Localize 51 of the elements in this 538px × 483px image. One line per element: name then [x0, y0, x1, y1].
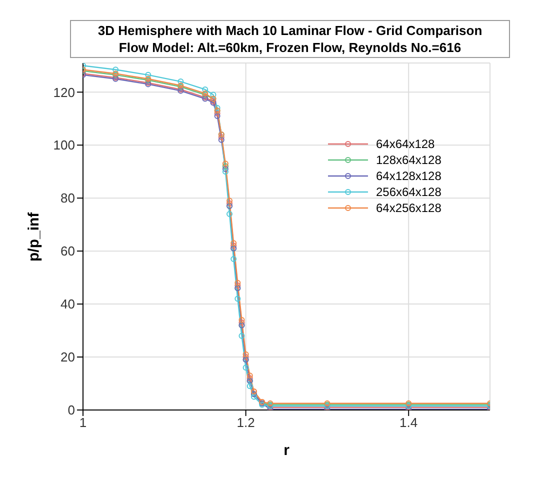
point: [222, 168, 228, 175]
point: [210, 92, 216, 98]
y-tick-label: 120: [53, 84, 75, 100]
point: [238, 332, 245, 339]
point: [218, 134, 224, 140]
x-tick-label: 1.2: [236, 415, 255, 430]
point: [145, 72, 152, 78]
legend-label: 64x256x128: [376, 200, 442, 216]
point: [222, 166, 228, 172]
legend-label: 128x64x128: [376, 152, 442, 168]
point: [234, 282, 241, 289]
point: [178, 78, 184, 85]
point: [246, 383, 253, 390]
point: [230, 256, 237, 262]
x-axis-title: r: [284, 442, 290, 459]
point: [234, 280, 241, 286]
legend-label: 64x64x128: [376, 136, 435, 152]
point: [246, 375, 253, 382]
point: [230, 240, 237, 246]
point: [214, 105, 220, 112]
chart-title: 3D Hemisphere with Mach 10 Laminar Flow - Grid Comparison: [96, 22, 484, 39]
point: [242, 351, 249, 358]
point: [238, 320, 245, 326]
point: [226, 210, 233, 217]
y-tick-label: 60: [60, 244, 75, 259]
point: [226, 198, 233, 204]
y-tick-label: 40: [60, 296, 75, 312]
y-tick-label: 20: [60, 350, 75, 365]
point: [218, 136, 224, 143]
legend-label: 64x128x128: [376, 168, 442, 184]
point: [234, 296, 241, 302]
chart-subtitle: Flow Model: Alt.=60km, Frozen Flow, Reynolds No.=616: [118, 39, 462, 56]
point: [246, 372, 253, 379]
point: [202, 86, 208, 92]
point: [226, 200, 233, 206]
legend-label: 256x64x128: [376, 184, 442, 200]
point: [242, 354, 249, 360]
point: [222, 160, 228, 167]
x-tick-label: 1.4: [400, 415, 418, 430]
point: [230, 242, 237, 249]
point: [214, 110, 220, 116]
point: [242, 364, 249, 371]
y-tick-label: 100: [53, 138, 75, 153]
point: [238, 316, 245, 323]
y-axis-title: p/p_inf: [25, 211, 42, 262]
point: [214, 112, 220, 119]
y-tick-label: 0: [68, 402, 75, 418]
point: [112, 66, 119, 73]
point: [250, 394, 257, 400]
x-tick-label: 1: [79, 415, 87, 430]
y-tick-label: 80: [60, 190, 75, 206]
